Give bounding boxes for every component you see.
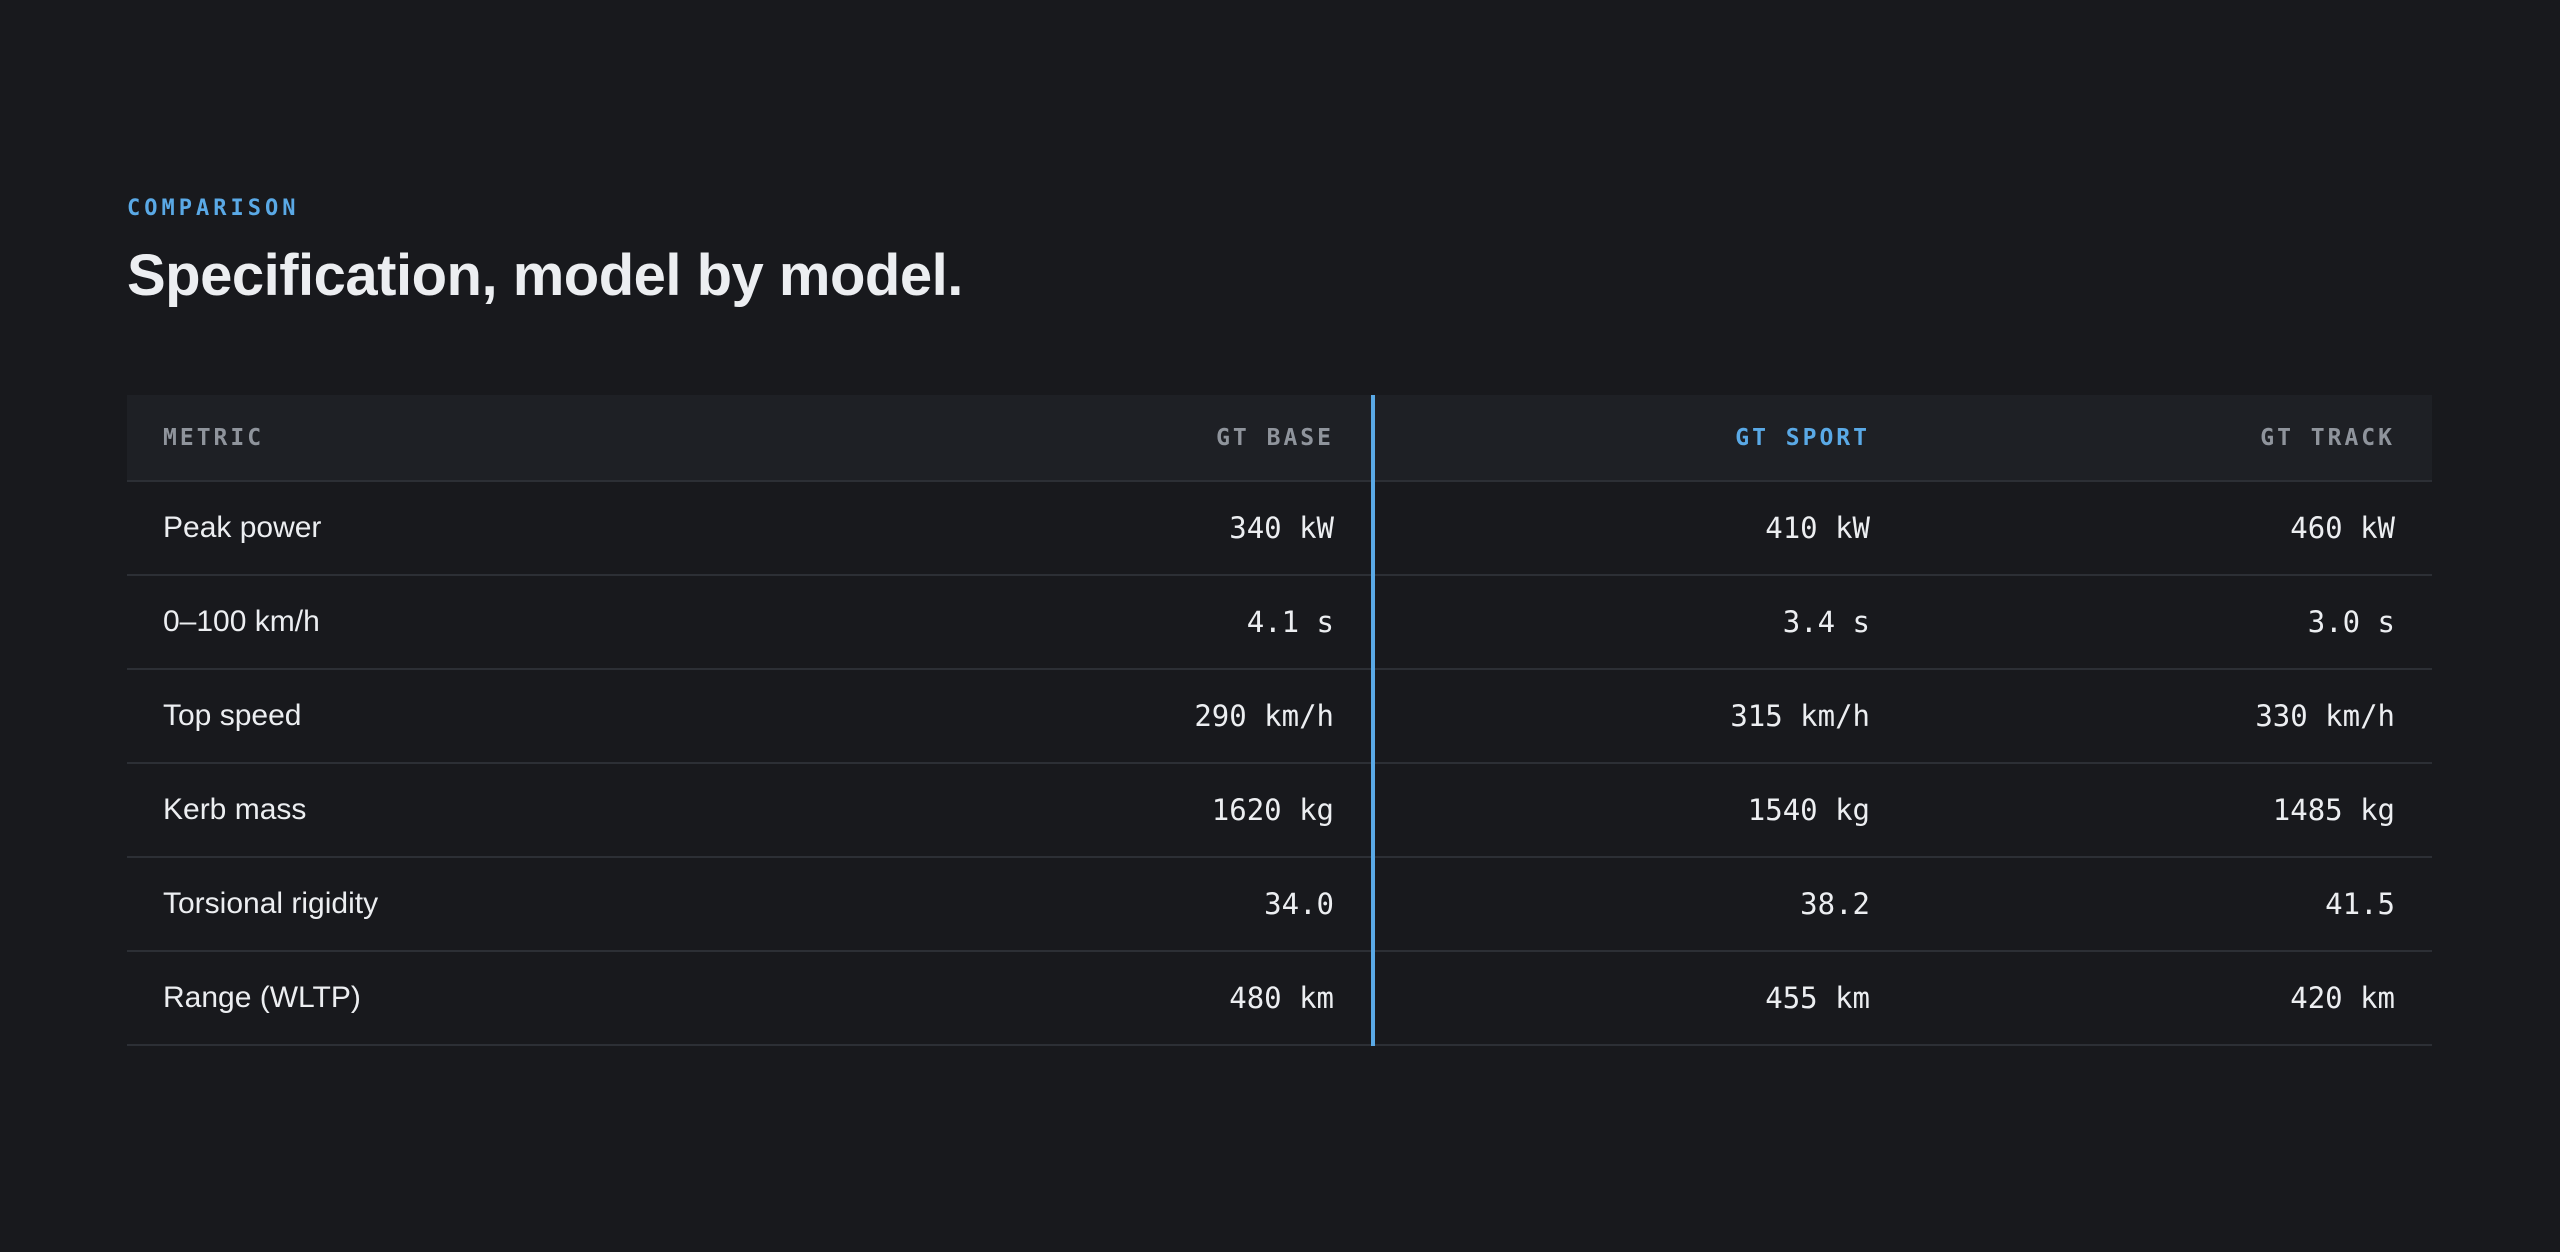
value-cell: 1485 kg <box>1907 763 2432 858</box>
value-cell: 480 km <box>827 951 1373 1046</box>
column-header: GT TRACK <box>1907 395 2432 482</box>
table-row: Range (WLTP) 480 km 455 km 420 km <box>127 951 2432 1046</box>
eyebrow: COMPARISON <box>127 196 300 221</box>
value-cell: 1540 kg <box>1371 763 1907 858</box>
title: Specification, model by model. <box>127 243 963 308</box>
metric-cell: Top speed <box>127 669 827 764</box>
header-row: METRIC GT BASE GT SPORT GT TRACK <box>127 395 2432 482</box>
value-cell: 1620 kg <box>827 763 1373 858</box>
metric-cell: Kerb mass <box>127 763 827 858</box>
value-cell: 34.0 <box>827 857 1373 952</box>
value-cell: 4.1 s <box>827 575 1373 670</box>
table-row: Torsional rigidity 34.0 38.2 41.5 <box>127 857 2432 952</box>
table-row: 0–100 km/h 4.1 s 3.4 s 3.0 s <box>127 575 2432 670</box>
column-header: METRIC <box>127 395 827 482</box>
metric-cell: Peak power <box>127 481 827 576</box>
value-cell: 38.2 <box>1371 857 1907 952</box>
metric-cell: 0–100 km/h <box>127 575 827 670</box>
value-cell: 41.5 <box>1907 857 2432 952</box>
value-cell: 420 km <box>1907 951 2432 1046</box>
value-cell: 330 km/h <box>1907 669 2432 764</box>
value-cell: 455 km <box>1371 951 1907 1046</box>
value-cell: 460 kW <box>1907 481 2432 576</box>
table-row: Kerb mass 1620 kg 1540 kg 1485 kg <box>127 763 2432 858</box>
value-cell: 315 km/h <box>1371 669 1907 764</box>
metric-cell: Range (WLTP) <box>127 951 827 1046</box>
value-cell: 3.0 s <box>1907 575 2432 670</box>
table-row: Peak power 340 kW 410 kW 460 kW <box>127 481 2432 576</box>
column-header: GT BASE <box>827 395 1373 482</box>
value-cell: 410 kW <box>1371 481 1907 576</box>
metric-cell: Torsional rigidity <box>127 857 827 952</box>
column-header: GT SPORT <box>1371 395 1907 482</box>
table-row: Top speed 290 km/h 315 km/h 330 km/h <box>127 669 2432 764</box>
comparison-table: METRIC GT BASE GT SPORT GT TRACK Peak power… <box>127 395 2432 1046</box>
value-cell: 290 km/h <box>827 669 1373 764</box>
value-cell: 3.4 s <box>1371 575 1907 670</box>
value-cell: 340 kW <box>827 481 1373 576</box>
